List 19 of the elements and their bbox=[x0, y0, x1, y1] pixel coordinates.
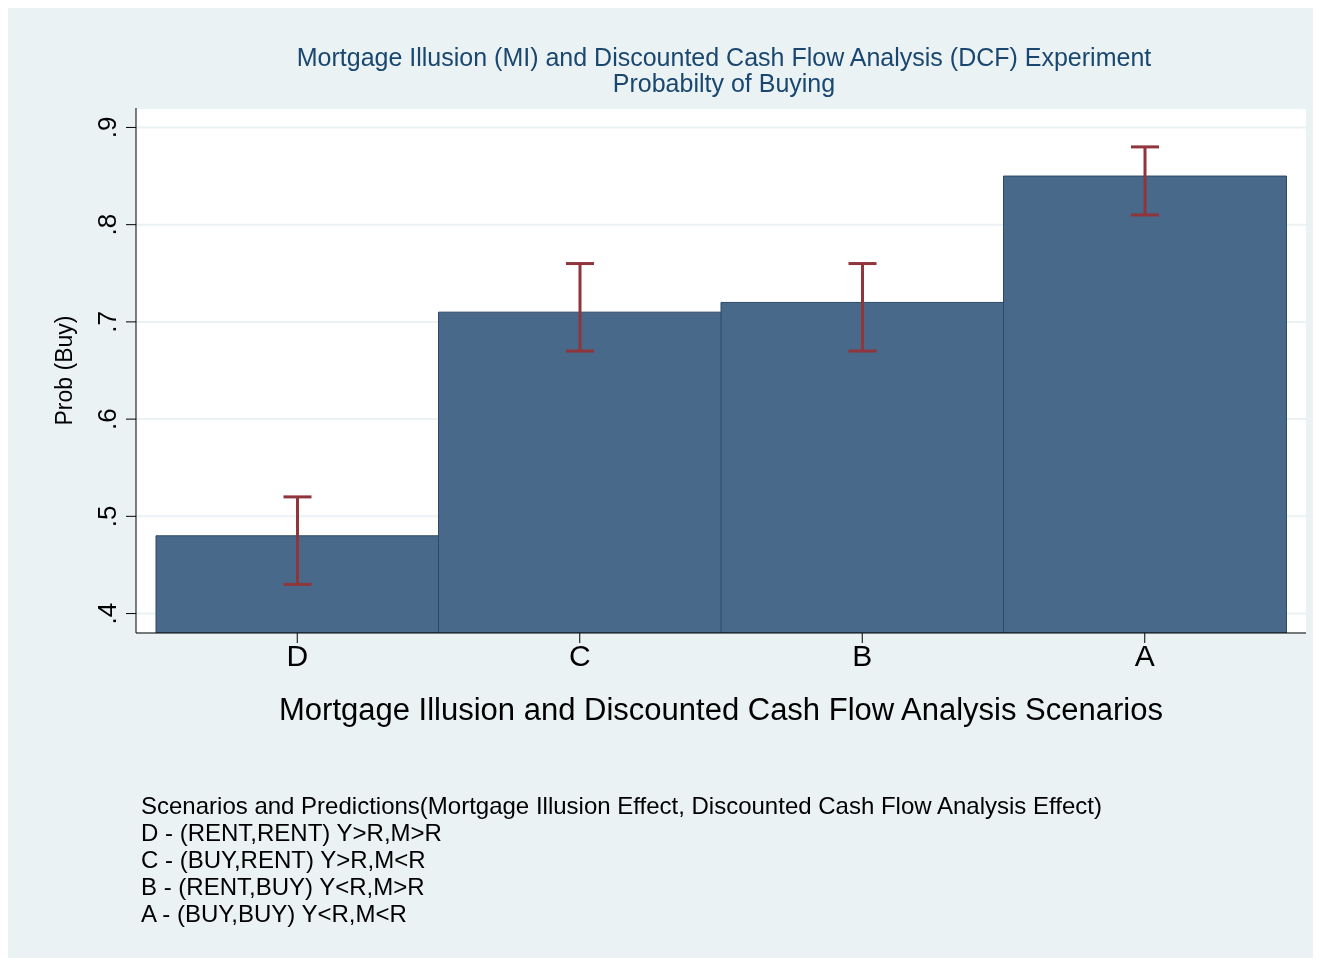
y-axis-title: Prob (Buy) bbox=[51, 315, 78, 426]
text: A - (BUY,BUY) Y<R,M<R bbox=[141, 900, 408, 927]
chart-title: Mortgage Illusion (MI) and Discounted Cash Flow Analysis (DCF) Experiment bbox=[295, 43, 1153, 71]
text: D - (RENT,RENT) Y>R,M>R bbox=[141, 819, 443, 846]
text: C - (BUY,RENT) Y>R,M<R bbox=[141, 846, 427, 873]
y-tick-label: .5 bbox=[92, 505, 122, 528]
chart-subtitle: Probabilty of Buying bbox=[611, 69, 837, 97]
x-axis-title: Mortgage Illusion and Discounted Cash Flow Analysis Scenarios bbox=[279, 692, 1163, 727]
x-tick-label: A bbox=[1134, 639, 1155, 673]
y-tick-label: .4 bbox=[92, 602, 122, 625]
x-tick-label: D bbox=[286, 639, 309, 673]
text: Scenarios and Predictions(Mortgage Illusion Effect, Discounted Cash Flow Analysis Effect) bbox=[141, 792, 1102, 819]
x-tick-label: C bbox=[568, 639, 591, 673]
x-tick-label: B bbox=[852, 639, 873, 673]
text: B - (RENT,BUY) Y<R,M>R bbox=[141, 873, 426, 900]
y-tick-label: .8 bbox=[92, 213, 122, 236]
y-tick-label: .9 bbox=[92, 116, 122, 139]
y-tick-label: .7 bbox=[92, 311, 122, 333]
y-tick-label: .6 bbox=[92, 408, 122, 430]
